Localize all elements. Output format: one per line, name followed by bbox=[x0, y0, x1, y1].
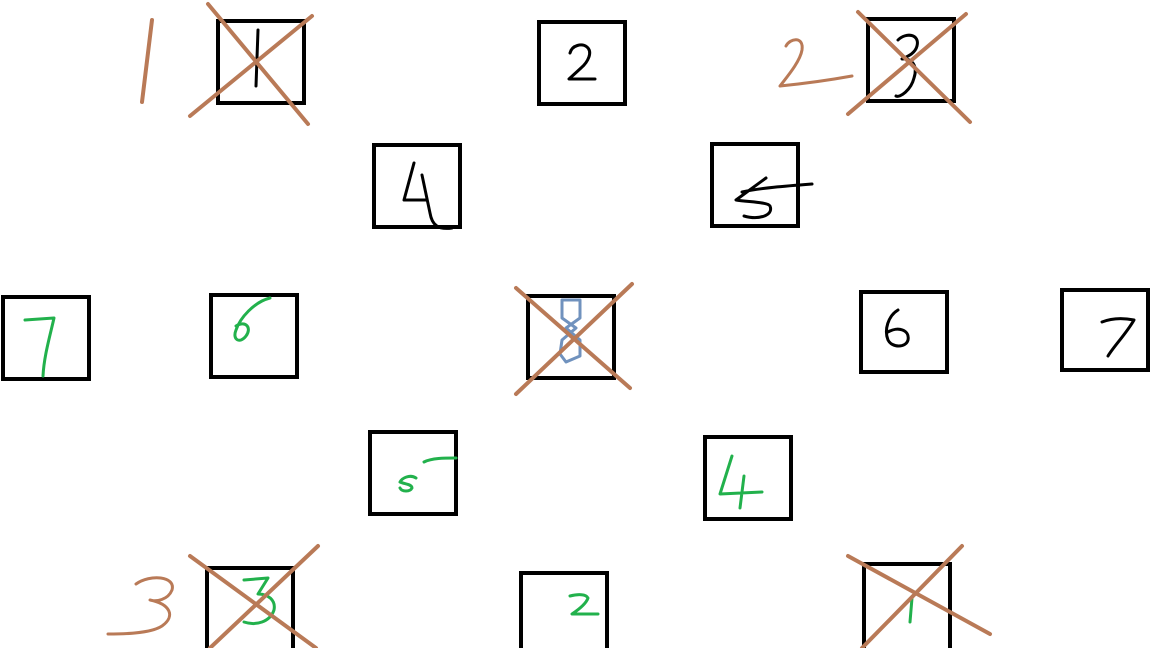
digit-8-glyph bbox=[558, 298, 582, 364]
box-digit-6-green bbox=[209, 293, 299, 379]
digit-7-glyph bbox=[23, 316, 56, 378]
tally-mark-3 bbox=[106, 576, 174, 636]
box-digit-7-right bbox=[1060, 288, 1150, 372]
box-digit-2-green bbox=[519, 571, 609, 648]
tally-mark-2 bbox=[778, 38, 854, 88]
cross-mark-box-1-green bbox=[846, 544, 992, 648]
digit-6-glyph bbox=[233, 296, 272, 342]
digit-5-green-glyph bbox=[398, 456, 458, 493]
digit-3-glyph bbox=[894, 33, 919, 98]
digit-4-green-glyph bbox=[718, 454, 764, 510]
cross-mark-box-3 bbox=[846, 10, 972, 124]
digit-6-black-glyph bbox=[884, 308, 910, 348]
box-digit-5-green bbox=[368, 430, 458, 516]
cross-mark-box-1 bbox=[188, 2, 314, 126]
cross-mark-box-3-green bbox=[188, 544, 320, 648]
box-digit-4-green bbox=[703, 435, 793, 521]
digit-7-black-glyph bbox=[1100, 317, 1136, 358]
digit-2-green-glyph bbox=[568, 593, 600, 616]
digit-1-green-glyph bbox=[908, 596, 914, 624]
digit-1-glyph bbox=[254, 28, 260, 88]
box-digit-2-top bbox=[537, 20, 627, 106]
box-digit-7-left bbox=[1, 295, 91, 381]
box-digit-5-row2 bbox=[710, 142, 814, 228]
box-digit-4-row2 bbox=[372, 143, 462, 230]
cross-mark-box-8 bbox=[514, 282, 634, 396]
digit-5-glyph bbox=[734, 176, 814, 220]
digit-4-glyph bbox=[402, 161, 454, 230]
box-digit-6-black bbox=[859, 290, 949, 374]
digit-3-green-glyph bbox=[242, 576, 276, 625]
digit-2-glyph bbox=[567, 43, 597, 81]
tally-mark-1 bbox=[140, 18, 154, 104]
